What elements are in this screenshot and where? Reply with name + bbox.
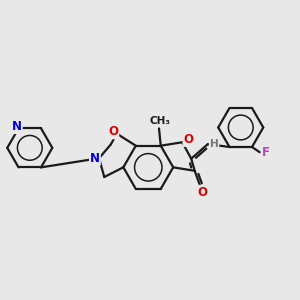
Text: N: N — [12, 120, 22, 133]
Text: O: O — [198, 186, 208, 199]
Text: O: O — [108, 125, 118, 138]
Text: N: N — [90, 152, 100, 165]
Text: F: F — [262, 146, 270, 159]
Text: O: O — [184, 133, 194, 146]
Text: H: H — [210, 139, 218, 149]
Text: CH₃: CH₃ — [149, 116, 170, 126]
